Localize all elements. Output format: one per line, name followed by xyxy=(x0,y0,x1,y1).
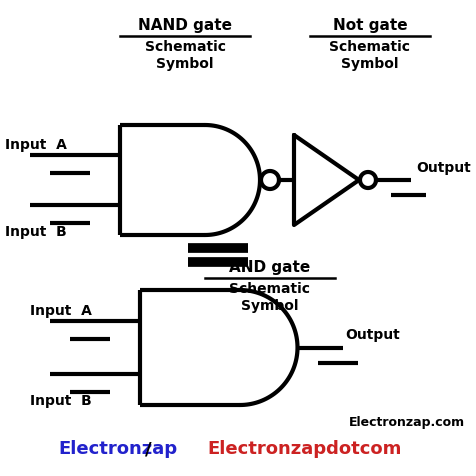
Text: Input  A: Input A xyxy=(30,304,92,318)
Text: Schematic
Symbol: Schematic Symbol xyxy=(229,282,310,313)
Text: Not gate: Not gate xyxy=(333,18,407,33)
Text: Electronzap.com: Electronzap.com xyxy=(349,416,465,429)
Text: Schematic
Symbol: Schematic Symbol xyxy=(329,40,410,71)
Text: AND gate: AND gate xyxy=(229,260,311,275)
Text: /: / xyxy=(145,440,152,458)
Text: Electronzap: Electronzap xyxy=(59,440,178,458)
Text: Electronzapdotcom: Electronzapdotcom xyxy=(208,440,402,458)
Text: Input  B: Input B xyxy=(30,394,92,408)
Text: Output: Output xyxy=(346,328,400,343)
Text: Output: Output xyxy=(416,161,471,175)
Text: Input  A: Input A xyxy=(5,138,67,152)
Text: Input  B: Input B xyxy=(5,225,67,239)
Text: NAND gate: NAND gate xyxy=(138,18,232,33)
Text: Schematic
Symbol: Schematic Symbol xyxy=(145,40,226,71)
